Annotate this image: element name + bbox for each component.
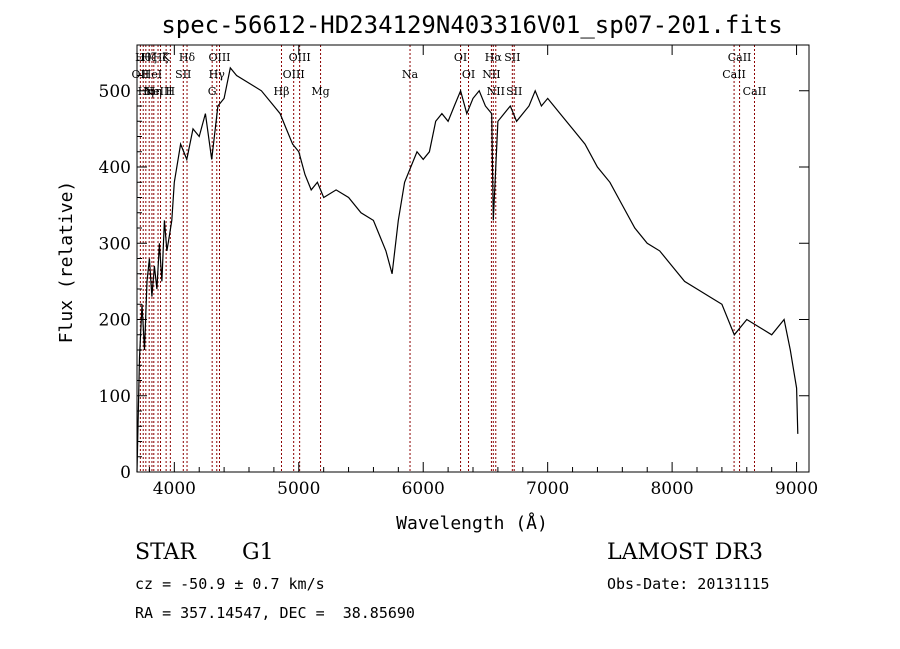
x-axis: 4000 5000 6000 7000 8000 9000 [148, 45, 818, 499]
line-marker-label: Hη [138, 85, 154, 98]
survey-name: LAMOST DR3 [607, 540, 763, 565]
line-marker-label: Hβ [274, 85, 290, 98]
y-axis: 0 100 200 300 400 500 [99, 59, 809, 483]
line-marker-label: SII [506, 85, 522, 98]
object-class: STAR [135, 540, 196, 565]
line-marker-label: K [162, 51, 171, 64]
line-marker-label: SII [175, 68, 191, 81]
line-marker-label: CaII [728, 51, 752, 64]
line-marker-label: CaII [743, 85, 767, 98]
y-axis-label: Flux (relative) [56, 181, 77, 344]
line-marker-label: OII [132, 68, 150, 81]
line-marker-label: H [166, 85, 176, 98]
x-tick-label: 5000 [277, 479, 320, 499]
line-marker-label: CaII [722, 68, 746, 81]
coords-text: RA = 357.14547, DEC = 38.85690 [135, 604, 415, 622]
line-marker-label-group: OIIHθHηHζHeIHηNeIIIHζKHSIIHδGHγOIIIHβOII… [132, 51, 767, 98]
line-marker-label: Mg [311, 85, 329, 98]
line-marker-label: Na [402, 68, 419, 81]
line-marker-label: OI [462, 68, 475, 81]
redshift-text: cz = -50.9 ± 0.7 km/s [135, 575, 325, 593]
line-marker-label: OIII [283, 68, 305, 81]
line-marker-label: OI [454, 51, 467, 64]
line-marker-label: Hζ [141, 51, 157, 64]
line-marker-label: Hα [485, 51, 503, 64]
line-marker-label: Hγ [209, 68, 226, 81]
line-marker-label: OIII [208, 51, 230, 64]
y-tick-label: 0 [120, 463, 131, 483]
x-tick-label: 9000 [775, 479, 818, 499]
y-tick-label: 500 [99, 82, 131, 102]
line-marker-label: NII [482, 68, 500, 81]
obs-date-text: Obs-Date: 20131115 [607, 575, 770, 593]
line-marker-label: NII [487, 85, 505, 98]
line-marker-label: Hδ [179, 51, 196, 64]
x-tick-label: 8000 [650, 479, 693, 499]
line-marker-label: HeI [142, 68, 162, 81]
line-marker-label: Hη [146, 85, 162, 98]
y-tick-label: 100 [99, 387, 131, 407]
x-tick-label: 4000 [153, 479, 196, 499]
chart-title: spec-56612-HD234129N403316V01_sp07-201.f… [161, 11, 782, 39]
object-subclass: G1 [242, 540, 274, 565]
line-marker-label: NeIII [143, 85, 172, 98]
x-tick-label: 6000 [402, 479, 445, 499]
plot-frame [136, 44, 810, 473]
y-tick-label: 300 [99, 234, 131, 254]
x-axis-label: Wavelength (Å) [396, 512, 548, 534]
y-tick-label: 400 [99, 158, 131, 178]
line-marker-label: OIII [289, 51, 311, 64]
line-marker-label: Hζ [153, 51, 169, 64]
y-tick-label: 200 [99, 311, 131, 331]
line-marker-label: G [208, 85, 217, 98]
x-tick-label: 7000 [526, 479, 569, 499]
line-marker-label: SII [504, 51, 520, 64]
line-marker-group [139, 45, 755, 472]
spectrum-line [136, 66, 799, 473]
